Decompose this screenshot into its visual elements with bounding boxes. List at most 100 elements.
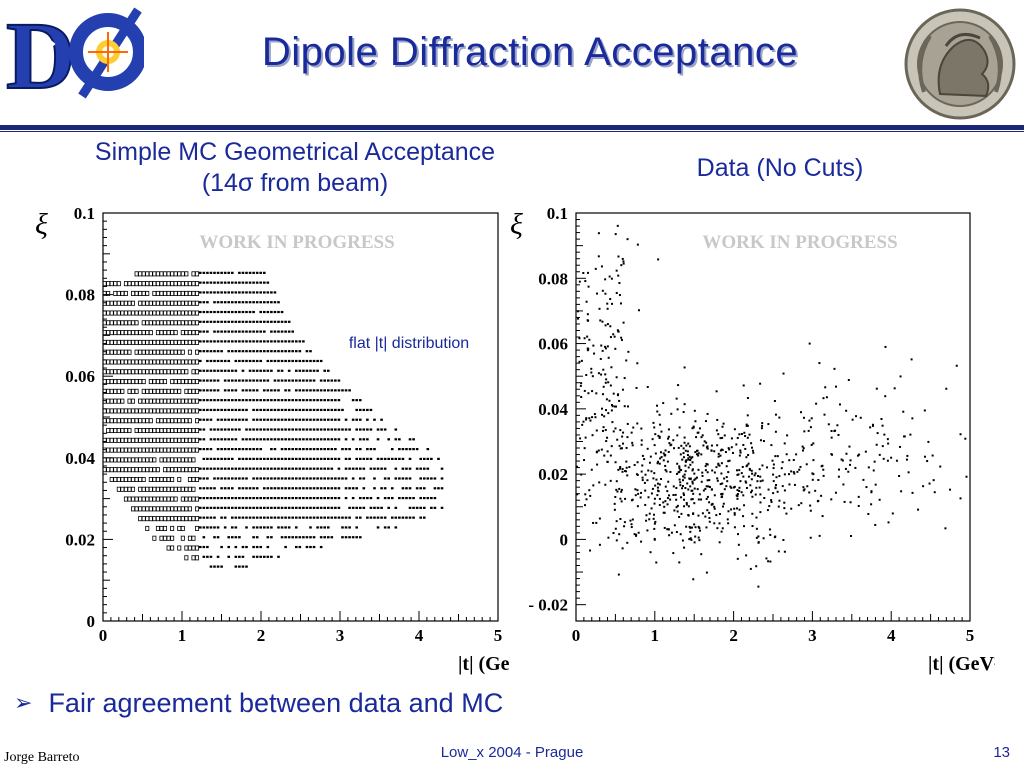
acceptance-mark <box>312 418 316 421</box>
data-point <box>745 456 748 459</box>
acceptance-mark <box>316 526 319 529</box>
data-point <box>683 473 686 476</box>
acceptance-mark <box>166 339 171 345</box>
data-point <box>611 421 614 424</box>
data-point <box>626 238 629 241</box>
acceptance-mark <box>216 526 220 529</box>
acceptance-mark <box>198 369 202 372</box>
acceptance-mark <box>177 310 182 316</box>
data-point <box>777 550 780 553</box>
acceptance-mark <box>148 300 153 306</box>
data-point <box>805 463 808 466</box>
data-point <box>604 381 607 384</box>
data-point <box>742 384 745 387</box>
acceptance-mark <box>305 516 309 519</box>
acceptance-mark <box>348 448 351 451</box>
acceptance-mark <box>227 350 231 353</box>
data-point <box>693 502 696 505</box>
acceptance-mark <box>202 301 206 304</box>
acceptance-mark <box>180 379 185 385</box>
acceptance-mark <box>170 418 175 424</box>
data-point <box>653 444 656 447</box>
data-point <box>591 375 594 378</box>
acceptance-mark <box>238 399 241 402</box>
acceptance-mark <box>109 330 114 336</box>
acceptance-mark <box>113 310 118 316</box>
acceptance-mark <box>227 448 231 451</box>
acceptance-mark <box>309 526 312 529</box>
mc-acceptance-chart: ξ WORK IN PROGRESS flat |t| distribution… <box>35 204 510 675</box>
data-point <box>862 478 865 481</box>
acceptance-mark <box>131 447 136 453</box>
acceptance-mark <box>234 291 238 294</box>
acceptance-mark <box>358 467 362 470</box>
acceptance-mark <box>198 389 202 392</box>
acceptance-mark <box>252 526 255 529</box>
acceptance-mark <box>202 428 206 431</box>
acceptance-mark <box>326 467 330 470</box>
data-point <box>653 502 656 505</box>
data-point <box>695 453 698 456</box>
acceptance-mark <box>223 340 227 343</box>
data-point <box>693 541 696 544</box>
acceptance-mark <box>109 457 114 463</box>
acceptance-mark <box>394 526 398 529</box>
acceptance-mark <box>198 271 202 274</box>
acceptance-mark <box>273 438 277 441</box>
acceptance-mark <box>170 457 175 463</box>
acceptance-mark <box>191 467 196 473</box>
acceptance-mark <box>298 418 302 421</box>
data-point <box>650 507 653 510</box>
acceptance-mark <box>202 320 206 323</box>
acceptance-mark <box>302 467 305 470</box>
acceptance-mark <box>198 301 202 304</box>
data-point <box>697 454 700 457</box>
acceptance-mark <box>248 467 252 470</box>
acceptance-mark <box>170 428 175 434</box>
acceptance-mark <box>184 398 189 404</box>
acceptance-mark <box>202 536 206 539</box>
data-point <box>666 497 669 500</box>
acceptance-mark <box>106 447 111 453</box>
acceptance-mark <box>163 398 168 404</box>
acceptance-mark <box>284 438 287 441</box>
acceptance-mark <box>152 349 157 355</box>
acceptance-mark <box>116 281 121 287</box>
data-point <box>817 499 820 502</box>
data-point <box>720 530 723 533</box>
acceptance-mark <box>316 399 319 402</box>
acceptance-mark <box>245 487 248 490</box>
acceptance-mark <box>166 300 171 306</box>
acceptance-mark <box>294 448 298 451</box>
data-point <box>612 392 615 395</box>
data-point <box>611 302 614 305</box>
data-point <box>605 398 608 401</box>
acceptance-mark <box>163 290 168 296</box>
acceptance-mark <box>220 350 223 353</box>
acceptance-mark <box>180 525 185 531</box>
acceptance-mark <box>312 389 316 392</box>
y-tick-label: 0.1 <box>547 204 568 223</box>
acceptance-mark <box>180 408 185 414</box>
plot-frame <box>575 212 971 622</box>
acceptance-mark <box>116 310 121 316</box>
acceptance-mark <box>241 320 245 323</box>
acceptance-mark <box>116 476 121 482</box>
acceptance-mark <box>252 389 255 392</box>
acceptance-mark <box>131 398 136 404</box>
data-point <box>666 528 669 531</box>
acceptance-mark <box>170 476 175 482</box>
acceptance-mark <box>280 428 284 431</box>
acceptance-mark <box>401 477 405 480</box>
data-point <box>737 473 740 476</box>
acceptance-mark <box>187 300 192 306</box>
acceptance-mark <box>248 281 252 284</box>
acceptance-mark <box>309 408 312 412</box>
acceptance-mark <box>198 477 202 480</box>
acceptance-mark <box>245 457 248 460</box>
acceptance-mark <box>223 526 227 529</box>
data-point <box>721 425 724 428</box>
acceptance-mark <box>238 330 241 333</box>
acceptance-mark <box>387 496 390 500</box>
acceptance-mark <box>259 281 263 284</box>
